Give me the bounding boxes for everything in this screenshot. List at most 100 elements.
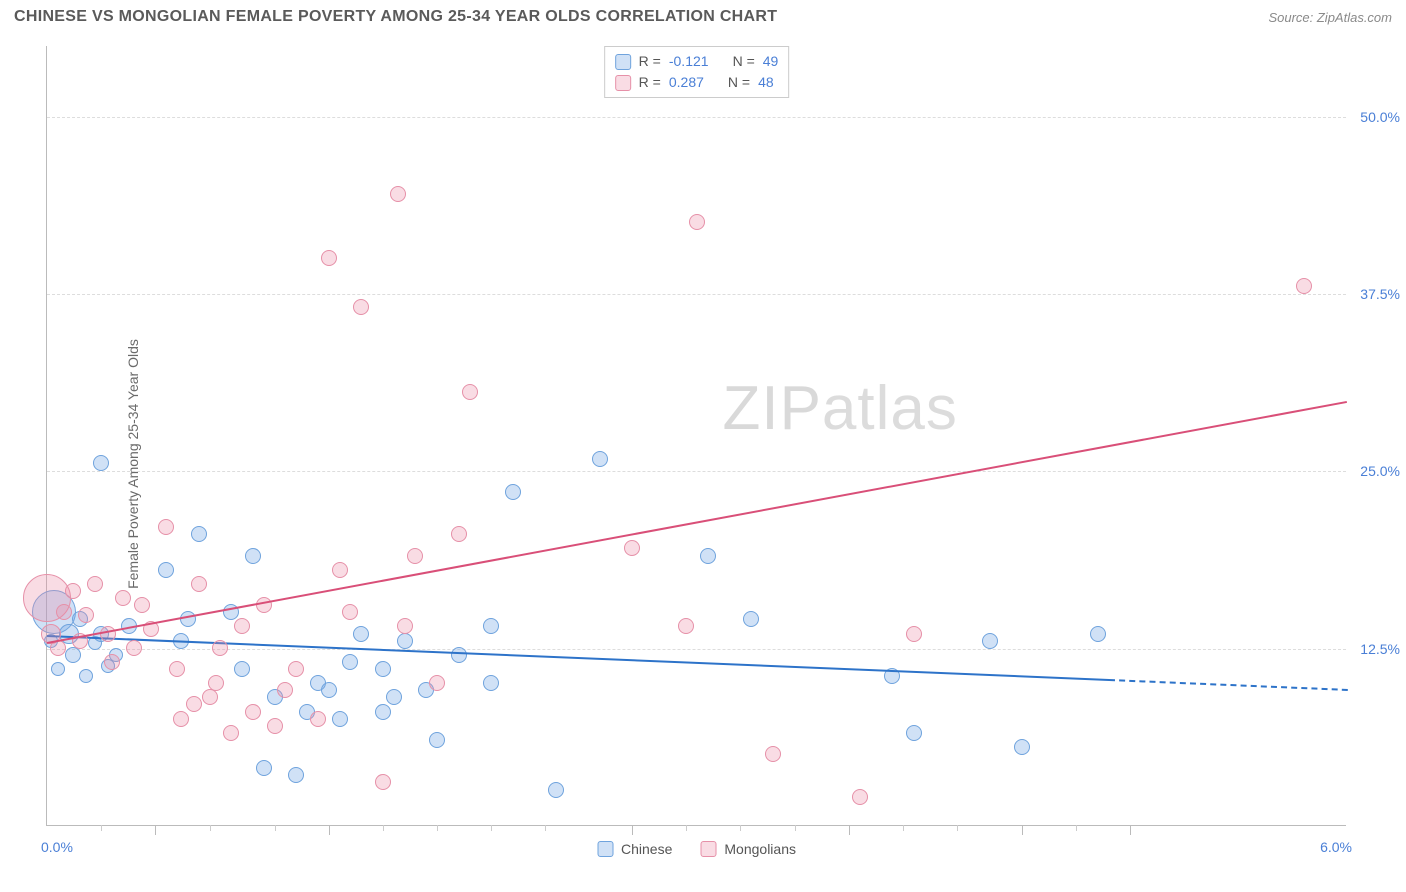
y-tick-label: 37.5% [1360,286,1400,302]
point-mongolians[interactable] [277,682,293,698]
gridline [47,471,1346,472]
swatch-chinese [615,54,631,70]
point-mongolians[interactable] [134,597,150,613]
point-mongolians[interactable] [462,384,478,400]
point-mongolians[interactable] [202,689,218,705]
swatch-mongolians [615,75,631,91]
point-chinese[interactable] [51,662,65,676]
point-mongolians[interactable] [256,597,272,613]
point-mongolians[interactable] [87,576,103,592]
point-mongolians[interactable] [332,562,348,578]
trendline-mongolians [47,401,1347,644]
x-minor-tick [101,825,102,831]
legend-item-mongolians[interactable]: Mongolians [700,841,796,857]
point-chinese[interactable] [256,760,272,776]
point-chinese[interactable] [1090,626,1106,642]
point-mongolians[interactable] [78,607,94,623]
point-chinese[interactable] [1014,739,1030,755]
point-mongolians[interactable] [169,661,185,677]
point-mongolians[interactable] [429,675,445,691]
point-chinese[interactable] [906,725,922,741]
point-mongolians[interactable] [186,696,202,712]
gridline [47,649,1346,650]
point-chinese[interactable] [483,618,499,634]
point-mongolians[interactable] [1296,278,1312,294]
point-mongolians[interactable] [104,654,120,670]
point-chinese[interactable] [700,548,716,564]
point-chinese[interactable] [375,661,391,677]
point-mongolians[interactable] [288,661,304,677]
point-chinese[interactable] [332,711,348,727]
point-chinese[interactable] [483,675,499,691]
point-mongolians[interactable] [208,675,224,691]
series-legend: Chinese Mongolians [597,841,796,857]
point-mongolians[interactable] [310,711,326,727]
point-chinese[interactable] [342,654,358,670]
point-chinese[interactable] [79,669,93,683]
point-chinese[interactable] [429,732,445,748]
point-mongolians[interactable] [245,704,261,720]
point-mongolians[interactable] [353,299,369,315]
point-mongolians[interactable] [212,640,228,656]
point-mongolians[interactable] [906,626,922,642]
point-chinese[interactable] [234,661,250,677]
point-chinese[interactable] [592,451,608,467]
y-tick-label: 12.5% [1360,641,1400,657]
x-minor-tick [437,825,438,831]
point-mongolians[interactable] [126,640,142,656]
point-mongolians[interactable] [234,618,250,634]
point-mongolians[interactable] [678,618,694,634]
point-chinese[interactable] [321,682,337,698]
legend-item-chinese[interactable]: Chinese [597,841,672,857]
point-mongolians[interactable] [223,725,239,741]
point-mongolians[interactable] [321,250,337,266]
x-minor-tick [795,825,796,831]
point-chinese[interactable] [245,548,261,564]
point-mongolians[interactable] [390,186,406,202]
point-mongolians[interactable] [342,604,358,620]
point-chinese[interactable] [353,626,369,642]
point-mongolians[interactable] [375,774,391,790]
point-mongolians[interactable] [624,540,640,556]
point-mongolians[interactable] [115,590,131,606]
point-mongolians[interactable] [56,604,72,620]
point-chinese[interactable] [93,455,109,471]
chart-source: Source: ZipAtlas.com [1268,10,1392,25]
trendline-extrapolation [1109,679,1347,691]
y-tick-label: 50.0% [1360,109,1400,125]
x-tick [849,825,850,835]
point-mongolians[interactable] [852,789,868,805]
point-mongolians[interactable] [397,618,413,634]
point-mongolians[interactable] [689,214,705,230]
point-chinese[interactable] [158,562,174,578]
point-mongolians[interactable] [158,519,174,535]
x-tick [329,825,330,835]
point-mongolians[interactable] [173,711,189,727]
x-tick [1130,825,1131,835]
x-minor-tick [686,825,687,831]
point-mongolians[interactable] [267,718,283,734]
point-chinese[interactable] [982,633,998,649]
point-chinese[interactable] [451,647,467,663]
point-chinese[interactable] [386,689,402,705]
x-axis-min-label: 0.0% [41,839,73,855]
point-chinese[interactable] [65,647,81,663]
x-tick [155,825,156,835]
point-mongolians[interactable] [765,746,781,762]
x-minor-tick [275,825,276,831]
point-chinese[interactable] [191,526,207,542]
point-chinese[interactable] [548,782,564,798]
point-mongolians[interactable] [65,583,81,599]
point-chinese[interactable] [288,767,304,783]
point-chinese[interactable] [743,611,759,627]
y-tick-label: 25.0% [1360,463,1400,479]
chart-container: Female Poverty Among 25-34 Year Olds ZIP… [0,36,1406,892]
x-minor-tick [210,825,211,831]
point-chinese[interactable] [505,484,521,500]
point-mongolians[interactable] [451,526,467,542]
x-minor-tick [545,825,546,831]
point-chinese[interactable] [397,633,413,649]
point-mongolians[interactable] [407,548,423,564]
point-mongolians[interactable] [191,576,207,592]
point-chinese[interactable] [375,704,391,720]
